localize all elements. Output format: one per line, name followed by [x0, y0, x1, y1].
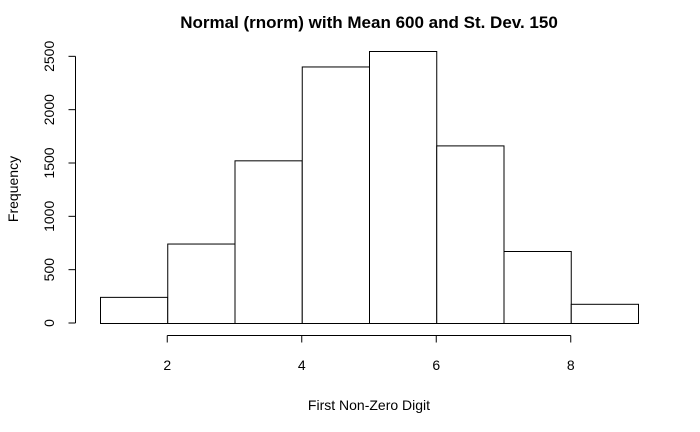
- x-axis-label: First Non-Zero Digit: [308, 397, 430, 413]
- x-tick-label-2: 2: [163, 357, 171, 373]
- histogram-bar-2: [167, 243, 236, 325]
- histogram-bar-7: [503, 251, 572, 324]
- y-tick-label-1500: 1500: [41, 147, 57, 178]
- histogram-bar-6: [436, 145, 505, 324]
- histogram-bar-8: [570, 303, 639, 324]
- y-tick-label-500: 500: [41, 258, 57, 282]
- chart-title: Normal (rnorm) with Mean 600 and St. Dev…: [180, 13, 558, 32]
- x-tick-label-4: 4: [298, 357, 306, 373]
- histogram-bar-3: [234, 160, 303, 324]
- y-tick-label-2000: 2000: [41, 94, 57, 125]
- histogram-bar-5: [369, 51, 438, 324]
- y-axis: 0 500 1000 1500 2000 2500: [41, 41, 76, 327]
- y-tick-label-2500: 2500: [41, 41, 57, 72]
- x-tick-label-6: 6: [432, 357, 440, 373]
- x-axis: 2 4 6 8: [163, 335, 575, 373]
- x-tick-label-8: 8: [567, 357, 575, 373]
- histogram-bar-4: [301, 66, 370, 324]
- bars-group: [100, 51, 639, 325]
- histogram-bar-1: [100, 296, 169, 325]
- y-axis-label: Frequency: [5, 156, 21, 222]
- y-tick-label-0: 0: [41, 319, 57, 327]
- y-tick-label-1000: 1000: [41, 201, 57, 232]
